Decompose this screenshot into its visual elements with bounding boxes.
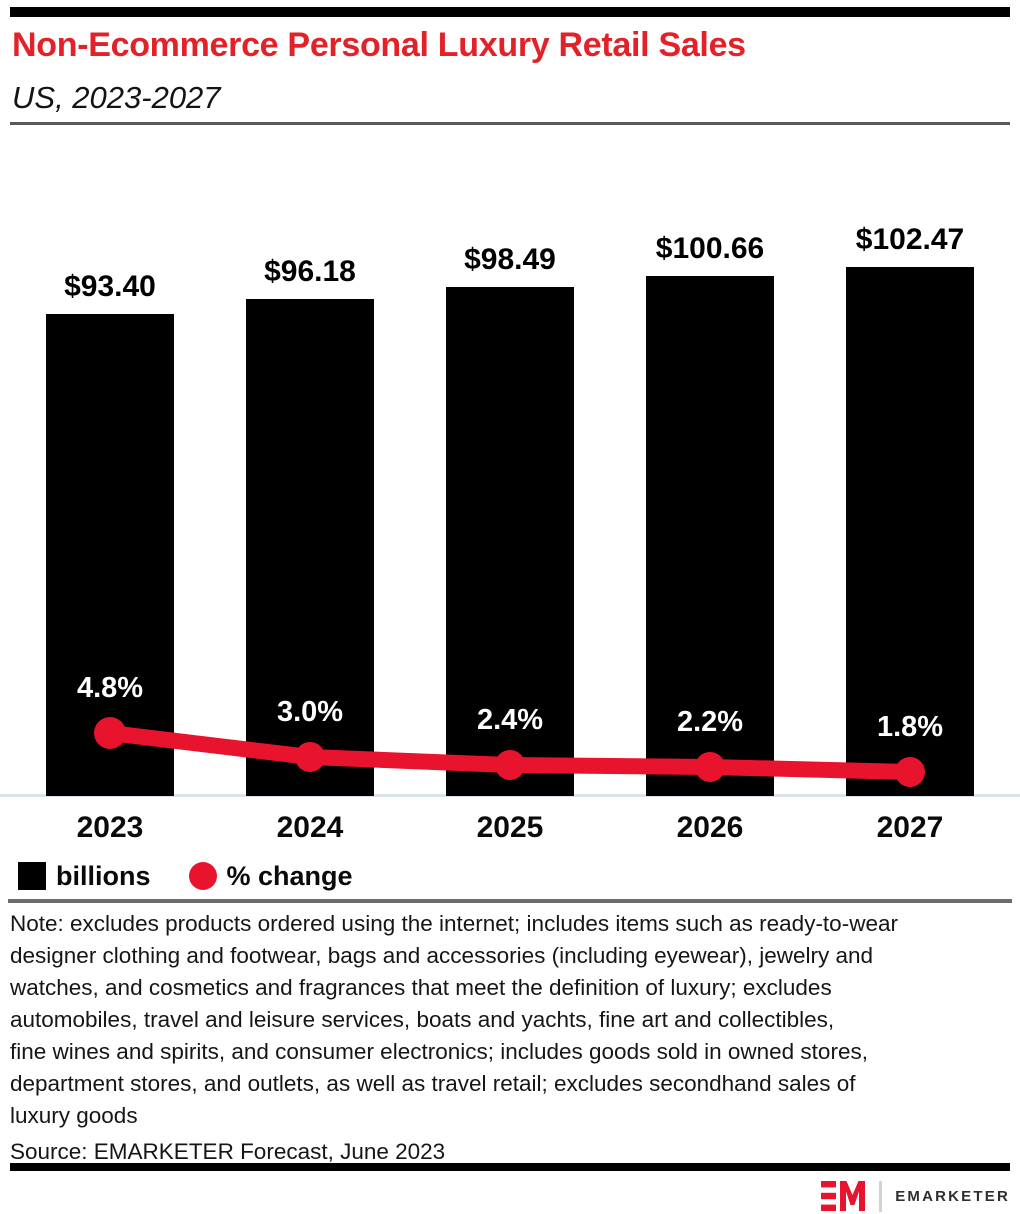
bar-2024 [246,299,374,796]
legend-label: billions [56,860,151,891]
bar-value-label: $100.66 [655,232,765,265]
x-tick-label: 2023 [76,811,144,844]
bottom-rule [10,1163,1010,1171]
brand-wordmark: EMARKETER [895,1187,1010,1205]
brand-lockup: EMARKETER [821,1180,1010,1212]
pct-change-label: 3.0% [276,696,344,728]
bar-value-label: $98.49 [464,243,556,276]
bar-swatch-icon [18,862,46,890]
pct-change-label: 2.2% [676,706,744,738]
bar-value-label: $93.40 [64,270,156,303]
x-tick-label: 2025 [476,811,544,844]
header-divider [10,122,1010,125]
legend-item-billions: billions [18,861,151,892]
bar-2023 [46,314,174,796]
emarketer-logo-icon [821,1181,866,1211]
bar-2027 [846,267,974,796]
page-title: Non-Ecommerce Personal Luxury Retail Sal… [12,26,746,64]
logo-divider [879,1180,883,1212]
top-rule [10,7,1010,17]
footnote: Note: excludes products ordered using th… [10,911,898,1128]
bar-2026 [646,276,774,796]
x-tick-label: 2026 [676,811,744,844]
x-tick-label: 2027 [876,811,944,844]
legend-label: % change [226,860,353,891]
legend-divider [8,899,1012,903]
bar-2025 [446,287,574,796]
x-tick-label: 2024 [276,811,344,844]
pct-change-label: 2.4% [476,704,544,736]
bar-value-label: $96.18 [264,255,356,288]
pct-change-label: 4.8% [76,672,144,704]
bar-value-label: $102.47 [855,223,965,256]
page-subtitle: US, 2023-2027 [12,80,221,115]
legend-item-pct-change: % change [188,860,353,892]
line-swatch-icon [188,862,217,890]
chart-legend: billions % change [18,861,353,891]
source-line: Source: EMARKETER Forecast, June 2023 [10,1139,446,1164]
pct-change-label: 1.8% [876,711,944,743]
